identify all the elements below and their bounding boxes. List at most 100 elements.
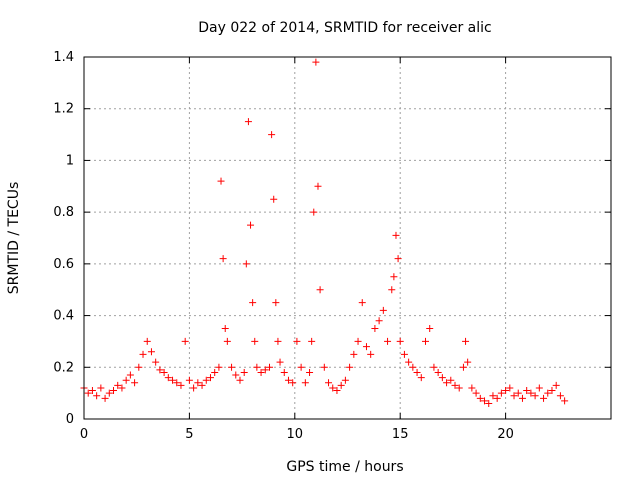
data-point	[497, 389, 505, 397]
data-point	[413, 368, 421, 376]
data-point	[114, 381, 122, 389]
plot-frame	[83, 56, 612, 420]
data-point	[101, 394, 109, 402]
data-point	[514, 389, 522, 397]
data-point	[173, 379, 181, 387]
data-point	[325, 379, 333, 387]
data-point	[84, 389, 92, 397]
data-point	[392, 231, 400, 239]
x-tick-label: 5	[185, 427, 193, 442]
data-point	[131, 379, 139, 387]
data-point	[181, 337, 189, 345]
data-point	[316, 286, 324, 294]
data-point	[489, 392, 497, 400]
x-tick-label: 15	[392, 427, 409, 442]
data-point	[280, 368, 288, 376]
data-point	[472, 389, 480, 397]
y-axis-title: SRMTID / TECUs	[6, 182, 22, 295]
data-point	[139, 350, 147, 358]
data-point	[518, 394, 526, 402]
y-tick-label: 1.4	[53, 50, 74, 65]
data-point	[462, 337, 470, 345]
x-tick-label: 10	[287, 427, 304, 442]
data-point	[455, 384, 463, 392]
data-point	[476, 394, 484, 402]
data-point	[293, 337, 301, 345]
data-point	[493, 394, 501, 402]
data-point	[468, 384, 476, 392]
data-point	[206, 374, 214, 382]
data-point	[337, 381, 345, 389]
data-point	[215, 363, 223, 371]
y-tick-label: 0.8	[53, 205, 74, 220]
data-point	[447, 376, 455, 384]
chart-title: Day 022 of 2014, SRMTID for receiver ali…	[198, 20, 491, 36]
y-tick-label: 1.2	[53, 102, 74, 117]
data-point	[329, 384, 337, 392]
data-point	[346, 363, 354, 371]
data-point	[261, 366, 269, 374]
data-point	[451, 381, 459, 389]
y-axis-ticks: 0 0.2 0.4 0.6 0.8 1 1.2 1.4	[53, 50, 611, 427]
data-point	[314, 182, 322, 190]
data-point	[523, 387, 531, 395]
data-point	[169, 376, 177, 384]
data-point	[306, 368, 314, 376]
data-point	[194, 379, 202, 387]
data-point	[240, 368, 248, 376]
data-point	[160, 368, 168, 376]
data-point	[362, 343, 370, 351]
data-point	[308, 337, 316, 345]
data-point	[481, 397, 489, 405]
data-point	[110, 387, 118, 395]
data-point	[426, 325, 434, 332]
data-points	[80, 58, 569, 407]
data-point	[156, 366, 164, 374]
data-point	[297, 363, 305, 371]
data-point	[544, 389, 552, 397]
data-point	[211, 368, 219, 376]
data-point	[390, 273, 398, 281]
data-point	[367, 350, 375, 358]
y-tick-label: 1	[66, 153, 74, 168]
data-point	[88, 387, 96, 395]
y-tick-label: 0	[66, 412, 74, 427]
data-point	[97, 384, 105, 392]
data-point	[147, 348, 155, 356]
data-point	[236, 376, 244, 384]
data-point	[430, 363, 438, 371]
data-point	[552, 381, 560, 389]
data-point	[276, 358, 284, 366]
data-point	[105, 389, 113, 397]
data-point	[535, 384, 543, 392]
data-point	[289, 379, 297, 387]
data-point	[396, 337, 404, 345]
grid-lines	[84, 57, 611, 419]
data-point	[118, 384, 126, 392]
data-point	[438, 374, 446, 382]
y-tick-label: 0.4	[53, 309, 74, 324]
data-point	[93, 392, 101, 400]
data-point	[485, 399, 493, 407]
data-point	[443, 379, 451, 387]
data-point	[417, 374, 425, 382]
data-point	[301, 379, 309, 387]
data-point	[122, 376, 130, 384]
data-point	[190, 384, 198, 392]
data-point	[556, 392, 564, 400]
data-point	[384, 337, 392, 345]
data-point	[152, 358, 160, 366]
data-point	[249, 299, 257, 307]
data-point	[242, 260, 250, 268]
data-point	[510, 392, 518, 400]
data-point	[531, 392, 539, 400]
data-point	[394, 255, 402, 263]
data-point	[221, 325, 229, 332]
data-point	[284, 376, 292, 384]
data-point	[177, 381, 185, 389]
data-point	[257, 368, 265, 376]
data-point	[228, 363, 236, 371]
data-point	[400, 350, 408, 358]
data-point	[272, 299, 280, 307]
